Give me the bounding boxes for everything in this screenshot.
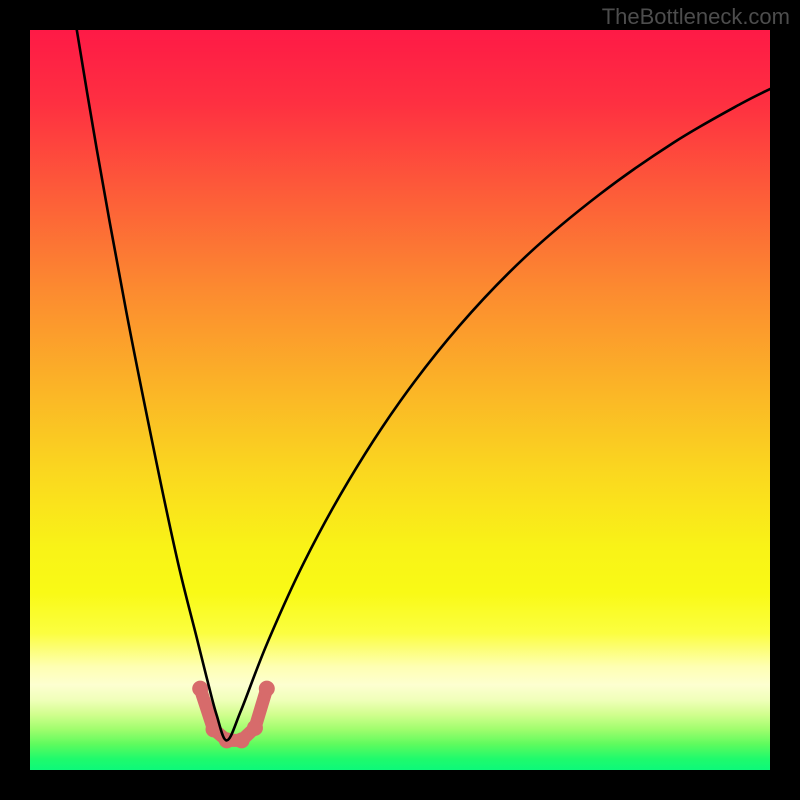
curve-layer — [30, 30, 770, 770]
bottleneck-curve — [71, 30, 770, 740]
accent-marker — [192, 681, 275, 749]
chart-container: TheBottleneck.com — [0, 0, 800, 800]
plot-frame — [30, 30, 770, 770]
watermark-text: TheBottleneck.com — [602, 4, 790, 30]
